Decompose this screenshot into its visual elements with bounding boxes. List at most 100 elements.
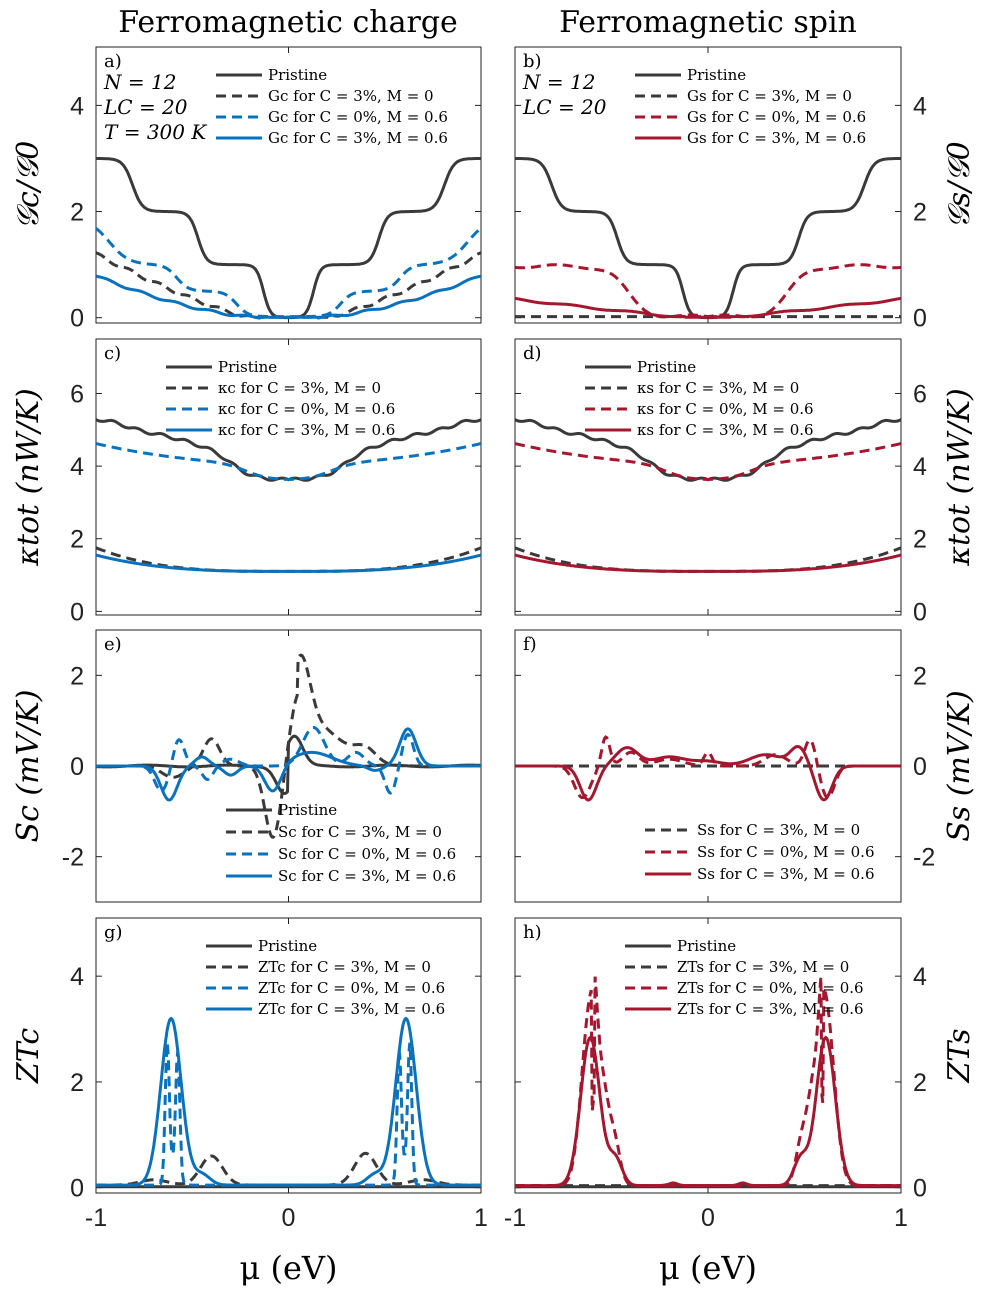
series-line bbox=[96, 274, 481, 320]
axes-frame bbox=[514, 338, 902, 616]
legend-label: ZTs for C = 3%, M = 0.6 bbox=[677, 1000, 864, 1018]
y-tick-label: 2 bbox=[913, 1069, 927, 1097]
axes-frame bbox=[95, 338, 482, 616]
panel-label: d) bbox=[523, 343, 542, 364]
panel-f: -2 0 2 Ss (mV/K) f) Ss for C = 3%, M = 0 Ss fo… bbox=[514, 629, 977, 903]
legend-label: ZTc for C = 3%, M = 0 bbox=[258, 958, 431, 976]
column-title-spin: Ferromagnetic spin bbox=[559, 5, 857, 40]
legend-label: Ss for C = 3%, M = 0.6 bbox=[697, 865, 875, 883]
x-tick-label: 0 bbox=[701, 1204, 715, 1232]
y-axis-label: ZTc bbox=[11, 1028, 46, 1085]
y-tick-label: 0 bbox=[70, 305, 84, 333]
y-tick-label: 0 bbox=[70, 753, 84, 781]
legend-label: Pristine bbox=[637, 358, 696, 376]
legend-label: Gs for C = 0%, M = 0.6 bbox=[687, 108, 866, 126]
param-text: LC = 20 bbox=[103, 95, 188, 119]
param-text: N = 12 bbox=[522, 70, 595, 94]
y-tick-label: 4 bbox=[70, 453, 84, 481]
legend-label: Sc for C = 3%, M = 0.6 bbox=[278, 867, 456, 885]
legend-label: Pristine bbox=[268, 66, 327, 84]
series-line bbox=[515, 744, 901, 802]
series-line bbox=[96, 442, 481, 481]
param-text: N = 12 bbox=[103, 70, 176, 94]
y-tick-label: 4 bbox=[913, 963, 927, 991]
panel-label: c) bbox=[104, 343, 121, 364]
y-tick-label: 0 bbox=[913, 1175, 927, 1203]
legend-label: κc for C = 3%, M = 0 bbox=[218, 379, 381, 397]
y-tick-label: 4 bbox=[913, 453, 927, 481]
y-tick-label: 2 bbox=[913, 662, 927, 690]
series-line bbox=[515, 735, 901, 800]
y-axis-label: 𝒢c/𝒢0 bbox=[11, 141, 46, 230]
legend-label: κs for C = 3%, M = 0.6 bbox=[637, 421, 814, 439]
legend-label: ZTs for C = 0%, M = 0.6 bbox=[677, 979, 864, 997]
legend-label: ZTc for C = 3%, M = 0.6 bbox=[258, 1000, 445, 1018]
legend-label: Sc for C = 0%, M = 0.6 bbox=[278, 845, 456, 863]
legend-label: Pristine bbox=[258, 937, 317, 955]
y-tick-label: 4 bbox=[913, 92, 927, 120]
legend-label: Pristine bbox=[687, 66, 746, 84]
y-tick-label: 2 bbox=[70, 526, 84, 554]
axes-frame bbox=[95, 917, 482, 1194]
x-tick-label: -1 bbox=[504, 1204, 526, 1232]
legend-label: Gc for C = 3%, M = 0 bbox=[268, 87, 434, 105]
legend-label: ZTs for C = 3%, M = 0 bbox=[677, 958, 849, 976]
panel-h: 0 2 4 ZTs h) Pristine ZTs for C = 3%, M = 0 ZTs… bbox=[504, 917, 977, 1287]
y-axis-label: ZTs bbox=[942, 1028, 977, 1083]
y-tick-label: 4 bbox=[70, 92, 84, 120]
legend-label: Gs for C = 3%, M = 0 bbox=[687, 87, 852, 105]
y-tick-label: 0 bbox=[70, 598, 84, 626]
legend-label: Gs for C = 3%, M = 0.6 bbox=[687, 129, 866, 147]
axes-frame bbox=[514, 917, 902, 1194]
y-tick-label: 2 bbox=[70, 1069, 84, 1097]
series-line bbox=[96, 727, 481, 802]
y-tick-label: 2 bbox=[70, 662, 84, 690]
y-tick-label: -2 bbox=[913, 844, 935, 872]
panel-g: 0 2 4 ZTc g) Pristine ZTc for C = 3%, M = 0 ZTc… bbox=[11, 917, 488, 1287]
legend-label: Gc for C = 3%, M = 0.6 bbox=[268, 129, 448, 147]
y-tick-label: 0 bbox=[913, 305, 927, 333]
legend-label: κs for C = 3%, M = 0 bbox=[637, 379, 799, 397]
legend-label: Ss for C = 0%, M = 0.6 bbox=[697, 843, 875, 861]
y-tick-label: 2 bbox=[913, 526, 927, 554]
x-tick-label: 1 bbox=[474, 1204, 488, 1232]
param-text: T = 300 K bbox=[104, 120, 207, 144]
legend-label: Pristine bbox=[677, 937, 736, 955]
legend-label: Sc for C = 3%, M = 0 bbox=[278, 823, 442, 841]
legend-label: ZTc for C = 0%, M = 0.6 bbox=[258, 979, 445, 997]
legend-label: Pristine bbox=[278, 801, 337, 819]
panel-label: b) bbox=[523, 51, 542, 72]
panel-label: h) bbox=[523, 922, 542, 943]
axes-frame bbox=[514, 46, 902, 324]
panel-label: f) bbox=[523, 634, 537, 655]
y-tick-label: 0 bbox=[913, 753, 927, 781]
y-axis-label: 𝒢s/𝒢0 bbox=[942, 141, 977, 228]
x-tick-label: 0 bbox=[282, 1204, 296, 1232]
panel-label: e) bbox=[104, 634, 122, 655]
legend-label: κs for C = 0%, M = 0.6 bbox=[637, 400, 814, 418]
series-line bbox=[515, 442, 901, 481]
y-tick-label: 2 bbox=[70, 199, 84, 227]
panel-label: g) bbox=[104, 922, 123, 943]
y-axis-label: κtot (nW/K) bbox=[942, 388, 977, 566]
legend-label: Pristine bbox=[218, 358, 277, 376]
y-tick-label: 2 bbox=[913, 199, 927, 227]
y-axis-label: κtot (nW/K) bbox=[11, 388, 46, 566]
series-line bbox=[515, 553, 901, 573]
legend-label: Ss for C = 3%, M = 0 bbox=[697, 821, 860, 839]
series-line bbox=[515, 296, 901, 319]
x-axis-label: μ (eV) bbox=[240, 1249, 338, 1287]
legend-label: Gc for C = 0%, M = 0.6 bbox=[268, 108, 448, 126]
y-tick-label: 0 bbox=[70, 1175, 84, 1203]
x-tick-label: -1 bbox=[85, 1204, 107, 1232]
y-axis-label: Ss (mV/K) bbox=[942, 690, 977, 842]
y-tick-label: 6 bbox=[913, 380, 927, 408]
series-line bbox=[96, 1016, 481, 1187]
param-text: LC = 20 bbox=[522, 95, 607, 119]
x-tick-label: 1 bbox=[894, 1204, 908, 1232]
series-line bbox=[96, 653, 481, 839]
